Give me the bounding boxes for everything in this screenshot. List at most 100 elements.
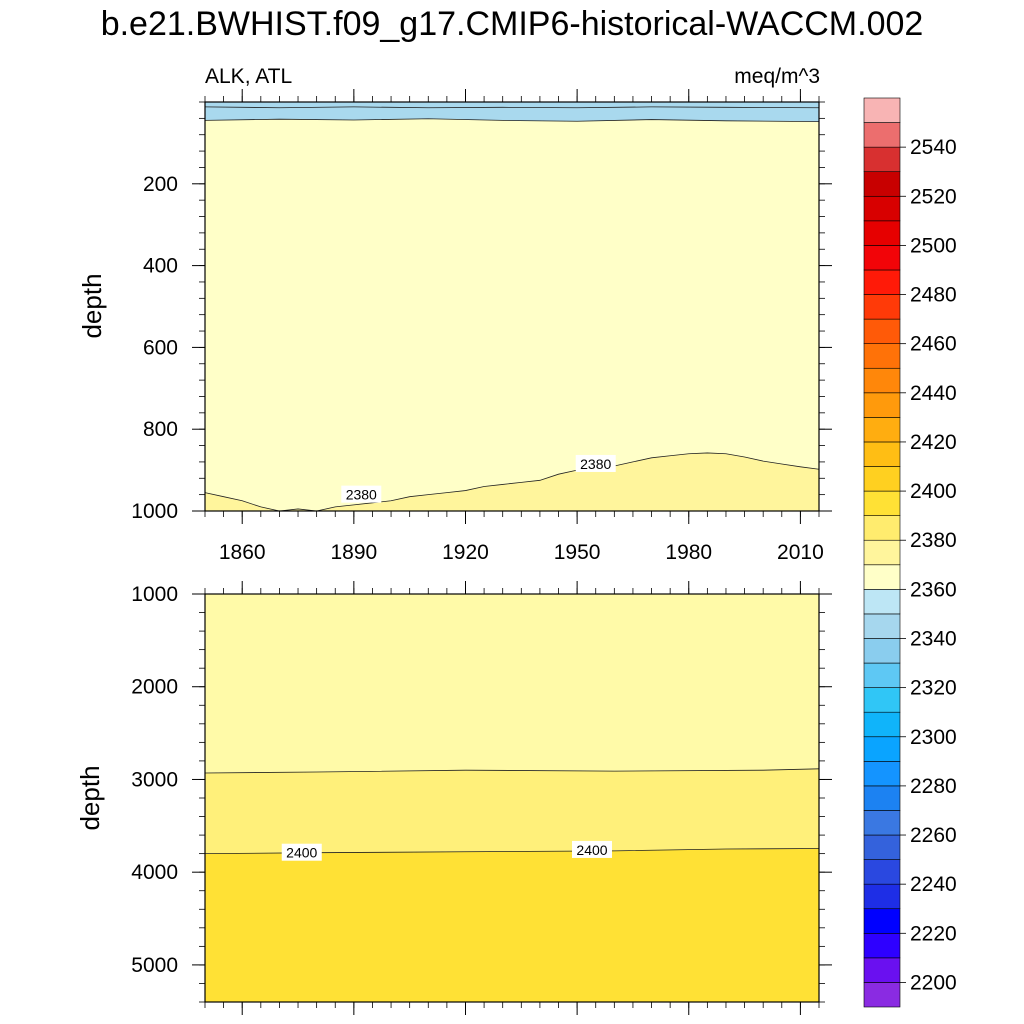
colorbar-swatch [863,294,901,320]
colorbar-tick-label: 2400 [910,480,957,503]
lower-panel: 2400 2400 1000 2000 3000 4000 5000 depth [75,581,832,1015]
colorbar-swatch [863,343,901,369]
colorbar-swatch [863,957,901,983]
upper-axis-ticks: 200 400 600 800 1000 1860 1890 1920 1950 1980 2010 [131,89,832,564]
colorbar-tick-label: 2280 [910,775,957,798]
colorbar-tick-label: 2520 [910,185,957,208]
y-tick-label: 1000 [131,500,178,523]
upper-y-axis-label: depth [77,273,107,338]
colorbar-tick-label: 2300 [910,726,957,749]
field-2350-2370 [205,102,819,122]
x-tick-label: 1890 [330,541,377,564]
colorbar-swatch [863,441,901,467]
colorbar-swatch [863,392,901,418]
colorbar-swatch [863,932,901,959]
field-2370-2380 [205,118,819,512]
colorbar-swatch [863,810,901,836]
colorbar-tick-label: 2480 [910,284,957,307]
field-2390-2400 [205,768,819,854]
lower-filled-contours [205,594,819,1002]
upper-filled-contours [205,102,819,512]
y-tick-label: 400 [143,255,178,278]
contour-label-box [575,454,616,472]
x-tick-label: 1920 [442,541,489,564]
colorbar-swatch [863,883,901,910]
colorbar-tick-label: 2380 [910,529,957,552]
colorbar-swatch [863,785,901,811]
colorbar-swatch [863,515,901,541]
y-tick-label: 2000 [131,676,178,699]
contour-line-2390 [204,768,820,774]
contour-label-text: 2380 [346,487,377,503]
colorbar-swatch [863,589,901,615]
variable-label: ALK, ATL [205,65,292,88]
y-tick-label: 800 [143,418,178,441]
upper-panel: 2380 2380 200 400 600 800 1000 1860 1890 1920 195… [77,89,832,564]
colorbar-swatch [863,638,901,664]
colorbar-swatch [863,245,901,271]
colorbar-tick-label: 2320 [910,677,957,700]
field-2380-2390 [205,452,819,511]
x-tick-label: 1950 [554,541,601,564]
colorbar-swatch [863,146,901,173]
colorbar-tick-label: 2420 [910,431,957,454]
colorbar-swatch [863,834,901,860]
figure-title: b.e21.BWHIST.f09_g17.CMIP6-historical-WA… [101,5,924,43]
colorbar-swatch [863,662,901,688]
colorbar-tick-label: 2540 [910,136,957,159]
contour-label: 2400 [572,840,613,858]
upper-contour-lines [204,106,820,512]
colorbar-swatch [863,269,901,295]
contour-label-text: 2380 [580,456,611,472]
colorbar-swatch [863,490,901,516]
colorbar-swatch [863,367,901,394]
field-2400-2410 [205,848,819,1002]
colorbar-swatch [863,711,901,738]
colorbar-tick-label: 2220 [910,922,957,945]
contour-label-box [281,843,322,861]
y-tick-label: 3000 [131,768,178,791]
colorbar-swatch [863,908,901,934]
colorbar-tick-label: 2260 [910,824,957,847]
contour-line-2380 [204,452,820,512]
colorbar-swatch [863,687,901,713]
colorbar-swatch [863,97,901,123]
colorbar-swatch [863,761,901,787]
x-tick-label: 2010 [777,541,824,564]
contour-label-text: 2400 [576,842,607,858]
colorbar-swatch [863,171,901,197]
colorbar-swatch [863,539,901,566]
colorbar-tick-label: 2500 [910,234,957,257]
lower-y-axis-label: depth [75,765,105,830]
colorbar-tick-label: 2440 [910,382,957,405]
lower-contour-labels: 2400 2400 [281,840,613,861]
contour-label: 2380 [575,454,616,472]
colorbar-swatch [863,466,901,492]
x-tick-label: 1860 [219,541,266,564]
colorbar: 2200 2220 2240 2260 2280 2300 2320 2340 2360 2380… [863,97,957,1008]
lower-axis-ticks: 1000 2000 3000 4000 5000 [131,581,832,1015]
y-tick-label: 4000 [131,861,178,884]
x-tick-label: 1980 [665,541,712,564]
colorbar-tick-label: 2340 [910,627,957,650]
y-tick-label: 1000 [131,583,178,606]
units-label: meq/m^3 [734,65,820,88]
contour-label-box [341,485,382,503]
colorbar-swatch [863,122,901,148]
contour-label-text: 2400 [286,845,317,861]
colorbar-swatch [863,613,901,639]
colorbar-swatch [863,220,901,246]
colorbar-swatch [863,982,901,1008]
colorbar-tick-label: 2200 [910,971,957,994]
upper-contour-labels: 2380 2380 [341,454,616,503]
colorbar-tick-label: 2240 [910,873,957,896]
colorbar-tick-label: 2360 [910,578,957,601]
colorbar-swatch [863,564,901,590]
contour-label: 2380 [341,485,382,503]
y-tick-label: 200 [143,173,178,196]
colorbar-swatch [863,736,901,762]
y-tick-label: 600 [143,336,178,359]
contour-label: 2400 [281,843,322,861]
contour-line-2370 [204,118,820,123]
